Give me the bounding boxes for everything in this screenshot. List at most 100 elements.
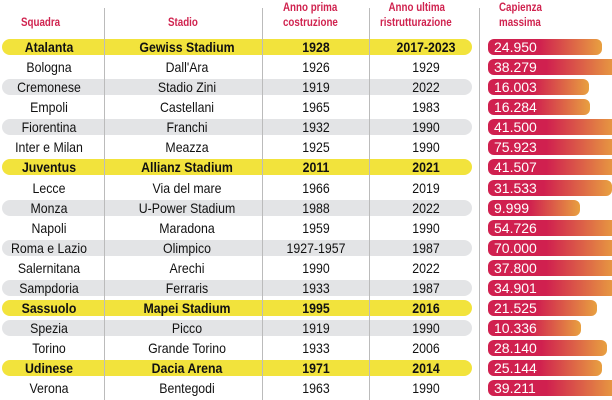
divider xyxy=(104,8,105,400)
renovated-year-cell: 2022 xyxy=(412,259,440,276)
capacity-value: 28.140 xyxy=(494,340,537,357)
divider xyxy=(479,8,480,400)
built-year-cell: 1926 xyxy=(302,59,330,76)
built-year-cell: 1965 xyxy=(302,99,330,116)
header-capienza: Capienza massima xyxy=(499,1,542,31)
stadium-cell: Picco xyxy=(171,320,203,337)
built-year-cell: 2011 xyxy=(302,159,330,176)
stadium-cell: Gewiss Stadium xyxy=(139,39,235,55)
row-background xyxy=(2,79,472,96)
table-row: Lecce Via del mare 1966 2019 31.533 xyxy=(0,178,612,198)
built-year-cell: 1995 xyxy=(302,300,330,317)
table-row: Salernitana Arechi 1990 2022 37.800 xyxy=(0,258,612,278)
built-year-cell: 1928 xyxy=(302,39,330,55)
row-background xyxy=(2,300,472,317)
capacity-bar: 21.525 xyxy=(488,300,598,317)
table-row: Udinese Dacia Arena 1971 2014 25.144 xyxy=(0,358,612,378)
team-cell: Torino xyxy=(32,340,66,357)
divider xyxy=(262,8,263,400)
team-cell: Roma e Lazio xyxy=(10,239,88,256)
capacity-bar: 41.500 xyxy=(488,119,612,136)
row-background xyxy=(2,239,472,256)
header-anno-ultima: Anno ultima ristrutturazione xyxy=(380,1,452,31)
table-row: Torino Grande Torino 1933 2006 28.140 xyxy=(0,338,612,358)
stadium-cell: Franchi xyxy=(166,119,208,136)
capacity-bar: 37.800 xyxy=(488,259,612,276)
renovated-year-cell: 2021 xyxy=(412,159,440,176)
header-anno-prima-line2: costruzione xyxy=(283,17,338,29)
built-year-cell: 1927-1957 xyxy=(286,239,346,256)
capacity-value: 70.000 xyxy=(494,239,537,256)
capacity-bar: 38.279 xyxy=(488,59,612,76)
built-year-cell: 1933 xyxy=(302,340,330,357)
capacity-value: 38.279 xyxy=(494,59,537,76)
table-row: Roma e Lazio Olimpico 1927-1957 1987 70.000 xyxy=(0,238,612,258)
renovated-year-cell: 1990 xyxy=(412,219,440,236)
stadium-cell: Mapei Stadium xyxy=(143,300,231,317)
capacity-value: 16.284 xyxy=(494,99,537,116)
capacity-value: 39.211 xyxy=(494,380,536,397)
built-year-cell: 1959 xyxy=(302,219,330,236)
table-row: Fiorentina Franchi 1932 1990 41.500 xyxy=(0,117,612,137)
team-cell: Atalanta xyxy=(24,39,74,55)
stadium-cell: Arechi xyxy=(169,259,205,276)
divider xyxy=(369,8,370,400)
table-row: Empoli Castellani 1965 1983 16.284 xyxy=(0,97,612,117)
header-anno-ultima-line1: Anno ultima xyxy=(388,2,445,14)
header-capienza-line1: Capienza xyxy=(499,2,542,14)
renovated-year-cell: 1990 xyxy=(412,380,440,397)
capacity-value: 37.800 xyxy=(494,259,537,276)
capacity-value: 10.336 xyxy=(494,320,537,337)
row-background xyxy=(2,119,472,136)
built-year-cell: 1925 xyxy=(302,139,330,156)
team-cell: Udinese xyxy=(25,360,73,377)
team-cell: Verona xyxy=(29,380,69,397)
capacity-bar: 39.211 xyxy=(488,380,612,397)
capacity-value: 24.950 xyxy=(494,39,537,55)
capacity-bar: 75.923 xyxy=(488,139,612,156)
capacity-bar: 25.144 xyxy=(488,360,603,377)
team-cell: Empoli xyxy=(30,99,68,116)
table-row: Spezia Picco 1919 1990 10.336 xyxy=(0,318,612,338)
stadium-cell: Maradona xyxy=(159,219,215,236)
row-background xyxy=(2,360,472,377)
renovated-year-cell: 2022 xyxy=(412,79,440,96)
built-year-cell: 1988 xyxy=(302,199,330,216)
capacity-bar: 10.336 xyxy=(488,320,581,337)
stadium-cell: Stadio Zini xyxy=(157,79,217,96)
renovated-year-cell: 1987 xyxy=(412,279,440,296)
row-background xyxy=(2,279,472,296)
stadium-cell: Dacia Arena xyxy=(151,360,223,377)
row-background xyxy=(2,199,472,216)
team-cell: Salernitana xyxy=(17,259,81,276)
capacity-value: 75.923 xyxy=(494,139,537,156)
team-cell: Bologna xyxy=(26,59,72,76)
built-year-cell: 1990 xyxy=(302,259,330,276)
stadium-cell: Bentegodi xyxy=(159,380,215,397)
stadium-cell: Olimpico xyxy=(163,239,211,256)
header-anno-prima-line1: Anno prima xyxy=(283,2,338,14)
table-row: Cremonese Stadio Zini 1919 2022 16.003 xyxy=(0,77,612,97)
built-year-cell: 1971 xyxy=(302,360,330,377)
header-anno-ultima-line2: ristrutturazione xyxy=(380,17,452,29)
table-row: Inter e Milan Meazza 1925 1990 75.923 xyxy=(0,137,612,157)
stadium-cell: Dall'Ara xyxy=(165,59,209,76)
team-cell: Sampdoria xyxy=(19,279,79,296)
capacity-bar: 31.533 xyxy=(488,179,612,196)
row-background xyxy=(2,320,472,337)
team-cell: Sassuolo xyxy=(21,300,77,317)
built-year-cell: 1932 xyxy=(302,119,330,136)
table-row: Juventus Allianz Stadium 2011 2021 41.507 xyxy=(0,157,612,177)
renovated-year-cell: 1929 xyxy=(412,59,440,76)
capacity-value: 16.003 xyxy=(494,79,537,96)
renovated-year-cell: 2006 xyxy=(412,340,440,357)
team-cell: Cremonese xyxy=(17,79,81,96)
table-row: Atalanta Gewiss Stadium 1928 2017-2023 24.95… xyxy=(0,37,612,57)
capacity-bar: 70.000 xyxy=(488,239,612,256)
team-cell: Fiorentina xyxy=(21,119,77,136)
capacity-value: 21.525 xyxy=(494,300,537,317)
stadium-cell: U-Power Stadium xyxy=(138,199,236,216)
table-row: Sassuolo Mapei Stadium 1995 2016 21.525 xyxy=(0,298,612,318)
capacity-bar: 41.507 xyxy=(488,159,612,176)
